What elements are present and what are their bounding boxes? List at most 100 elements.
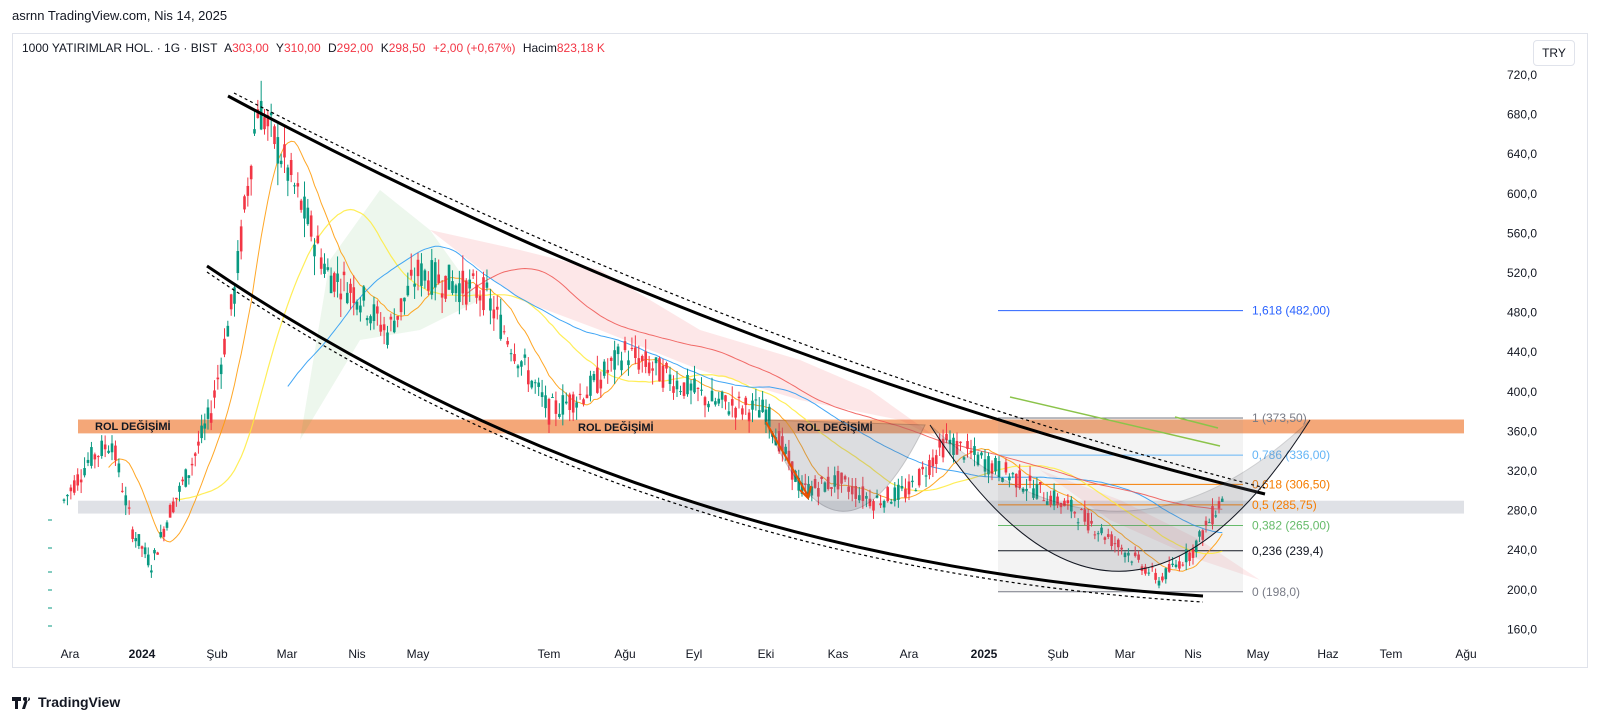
candle — [661, 358, 665, 392]
price-tick-label: 280,0 — [1507, 504, 1537, 518]
cup-outline — [929, 419, 1311, 572]
candle — [1217, 496, 1221, 514]
symbol-name: 1000 YATIRIMLAR HOL. · 1G · BIST — [22, 41, 218, 55]
candle-body — [679, 391, 682, 393]
tradingview-logo-icon — [12, 696, 34, 709]
candle-body — [464, 280, 468, 305]
candle-body — [875, 495, 879, 498]
low-value: 292,00 — [336, 41, 374, 55]
candle-body — [533, 382, 537, 384]
candle-body — [96, 456, 100, 458]
candle-body — [882, 500, 886, 508]
candle-body — [513, 353, 516, 362]
price-tick-label: 160,0 — [1507, 622, 1537, 636]
candle — [980, 451, 983, 459]
candle — [833, 466, 837, 493]
candle — [146, 547, 150, 568]
candle-body — [959, 441, 962, 444]
candle — [219, 357, 223, 389]
candle-body — [286, 167, 290, 181]
candle-body — [1130, 561, 1134, 563]
candle — [1025, 478, 1028, 501]
candle-body — [90, 447, 93, 466]
candle — [921, 461, 924, 475]
candle — [200, 414, 203, 444]
candle-body — [836, 470, 840, 490]
candle-body — [787, 450, 791, 464]
currency-button[interactable]: TRY — [1533, 40, 1575, 66]
candle-body — [537, 382, 540, 387]
candle — [561, 384, 565, 426]
candle-body — [159, 532, 163, 538]
candle-body — [1178, 561, 1181, 569]
candle — [665, 361, 668, 374]
candle — [464, 278, 468, 311]
candle — [734, 406, 737, 430]
candle — [323, 253, 326, 278]
cup-shape — [764, 419, 926, 512]
candle-body — [430, 260, 434, 295]
candle-body — [1147, 572, 1151, 574]
candle-body — [911, 480, 914, 483]
candle — [420, 253, 423, 297]
candle — [1184, 543, 1188, 571]
candle-body — [803, 483, 807, 485]
candle-body — [299, 200, 303, 210]
candle-body — [807, 483, 810, 498]
candle — [1178, 556, 1181, 572]
candle — [637, 345, 641, 374]
candle-body — [146, 554, 150, 566]
candle — [744, 395, 748, 416]
candle — [1086, 509, 1090, 534]
candle — [886, 486, 889, 503]
candle-body — [140, 546, 144, 549]
candle — [1042, 492, 1046, 502]
candle-body — [627, 360, 630, 366]
candle-body — [540, 392, 544, 398]
candle-body — [934, 455, 938, 465]
candle — [558, 403, 561, 419]
candle-body — [246, 185, 250, 196]
candle-body — [1056, 496, 1059, 506]
candle-body — [747, 412, 751, 422]
candle-body — [530, 380, 534, 388]
lower-channel-dotted — [206, 271, 1204, 603]
candle-body — [794, 470, 797, 482]
arrow-line — [765, 421, 809, 497]
candle — [781, 427, 784, 462]
candle — [107, 445, 110, 454]
candle-body — [710, 390, 714, 402]
candle — [355, 299, 359, 316]
candle — [399, 297, 403, 321]
close-label: K — [380, 41, 389, 55]
candle-body — [303, 196, 306, 219]
candle — [372, 296, 376, 330]
candle — [1045, 491, 1049, 506]
candle-body — [127, 507, 131, 509]
candle-body — [994, 457, 997, 472]
candle — [379, 312, 383, 336]
candle — [966, 433, 969, 458]
candle-body — [700, 389, 703, 391]
candle — [447, 264, 451, 291]
candle-body — [1123, 552, 1127, 558]
candle — [319, 248, 323, 275]
candle — [1214, 510, 1218, 518]
candle — [754, 388, 758, 411]
candle-body — [279, 160, 283, 165]
price-tick-label: 360,0 — [1507, 424, 1537, 438]
candle-body — [1035, 484, 1039, 499]
snapshot-header: asrnn TradingView.com, Nis 14, 2025 — [12, 8, 228, 23]
candle — [1106, 528, 1110, 540]
candle-body — [1214, 515, 1218, 517]
tradingview-logo[interactable]: TradingView — [12, 694, 120, 710]
candle — [990, 460, 994, 481]
price-tick-label: 680,0 — [1507, 108, 1537, 122]
candle — [345, 282, 349, 305]
candle — [495, 295, 499, 320]
candle — [1052, 483, 1056, 511]
time-tick-label: Tem — [1380, 647, 1403, 661]
candle-body — [103, 444, 107, 450]
candle — [797, 469, 801, 499]
